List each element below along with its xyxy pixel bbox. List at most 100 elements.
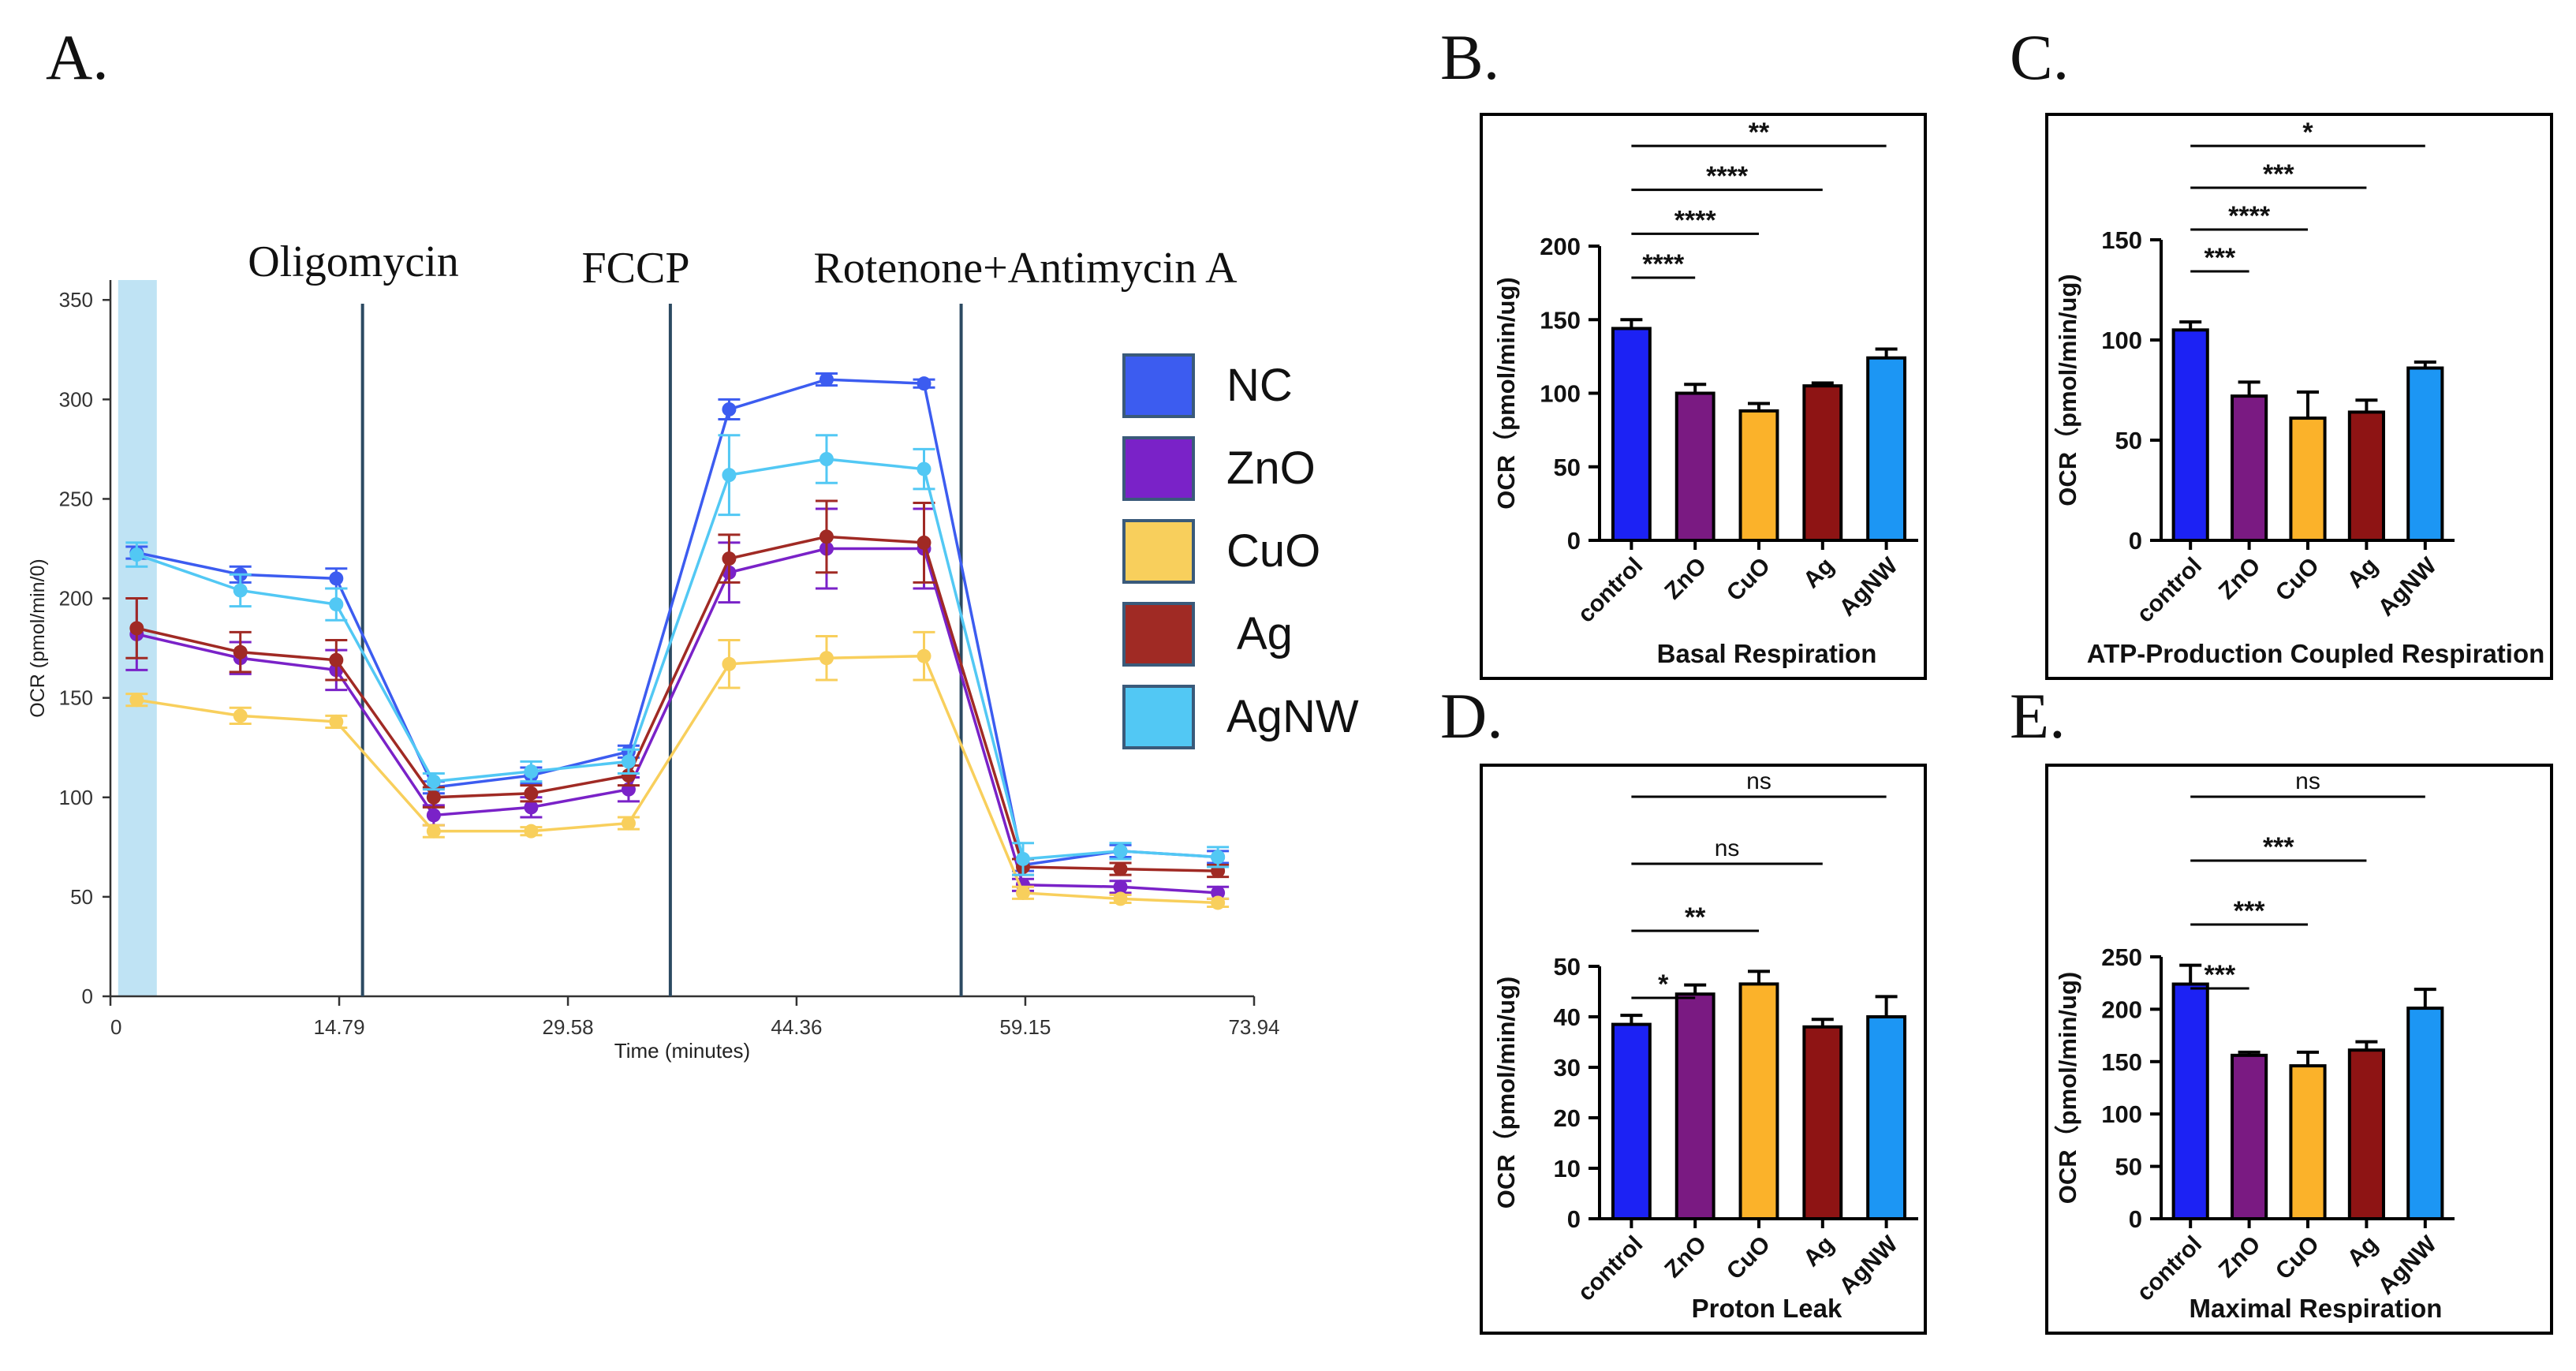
- y-tick-label: 100: [2101, 1100, 2142, 1128]
- y-tick-label: 150: [2101, 226, 2142, 254]
- x-tick-label: control: [2132, 553, 2207, 628]
- bar-cuo: [2289, 417, 2327, 542]
- y-tick-label: 0: [1567, 1205, 1581, 1233]
- injection-label: Rotenone+Antimycin A: [813, 244, 1238, 293]
- x-tick-label: Ag: [1798, 1231, 1839, 1272]
- x-tick-label: 59.15: [999, 1015, 1051, 1039]
- y-tick-label: 20: [1554, 1104, 1581, 1132]
- data-point: [524, 764, 539, 779]
- chart-title: Basal Respiration: [1657, 639, 1877, 668]
- x-tick-label: CuO: [1722, 553, 1775, 607]
- bar-ag: [2347, 1048, 2385, 1221]
- y-tick-label: 0: [82, 984, 93, 1008]
- panel-label-c: C.: [2010, 21, 2069, 93]
- y-tick-label: 200: [2101, 996, 2142, 1023]
- data-point: [621, 816, 636, 831]
- significance-label: *: [2302, 118, 2313, 148]
- data-point: [1211, 885, 1226, 900]
- y-axis-label: OCR (pmol/min/0): [27, 558, 49, 717]
- data-point: [722, 468, 737, 483]
- injection-label: Oligomycin: [248, 237, 459, 286]
- bar-agnw: [1866, 1015, 1907, 1220]
- data-point: [1211, 850, 1226, 865]
- bar-control: [2171, 982, 2209, 1220]
- series-agnw: [125, 434, 1230, 876]
- data-point: [329, 652, 344, 667]
- data-point: [621, 754, 636, 769]
- bar-cuo: [1738, 409, 1779, 542]
- y-tick-label: 50: [70, 885, 93, 909]
- series-line: [136, 378, 1219, 867]
- panel-frame: [1480, 113, 1927, 680]
- data-point: [233, 708, 248, 723]
- data-point: [819, 372, 834, 387]
- data-point: [129, 621, 144, 636]
- y-tick-label: 200: [1540, 233, 1581, 260]
- data-point: [722, 551, 737, 566]
- y-tick-label: 50: [1554, 953, 1581, 981]
- data-point: [1113, 843, 1128, 858]
- x-tick-label: Ag: [1798, 553, 1839, 594]
- y-axis-label: OCR（pmol/min/ug): [2054, 274, 2081, 506]
- bar-zno: [2231, 1053, 2268, 1221]
- chart-title: Proton Leak: [1692, 1294, 1842, 1323]
- significance-label: ***: [2205, 243, 2236, 273]
- data-point: [917, 376, 931, 391]
- x-axis-label: Time (minutes): [614, 1039, 750, 1063]
- bar-agnw: [2406, 366, 2444, 542]
- series-line: [136, 458, 1219, 861]
- y-tick-label: 10: [1554, 1155, 1581, 1182]
- x-tick-label: CuO: [1722, 1231, 1775, 1285]
- data-point: [426, 790, 441, 805]
- data-point: [524, 786, 539, 801]
- legend-label: NC: [1226, 360, 1293, 411]
- data-point: [1016, 885, 1031, 900]
- significance-label: ****: [1674, 205, 1717, 235]
- data-point: [329, 714, 344, 729]
- series-line: [136, 547, 1219, 895]
- y-tick-label: 100: [59, 786, 93, 809]
- y-tick-label: 300: [59, 387, 93, 411]
- data-point: [1113, 880, 1128, 895]
- data-point: [1113, 861, 1128, 876]
- data-point: [524, 800, 539, 815]
- legend-label: Ag: [1237, 608, 1293, 659]
- series-line: [136, 654, 1219, 905]
- injection-label: FCCP: [582, 244, 690, 293]
- data-point: [722, 656, 737, 671]
- panel-label-b: B.: [1440, 21, 1499, 93]
- bar-ag: [1802, 384, 1843, 542]
- data-point: [426, 774, 441, 789]
- x-tick-label: 29.58: [543, 1015, 594, 1039]
- legend: NC ZnO CuO Ag AgNW: [1122, 353, 1359, 749]
- significance-label: ****: [1642, 249, 1685, 279]
- x-tick-label: 0: [110, 1015, 121, 1039]
- x-tick-label: CuO: [2271, 553, 2324, 607]
- significance-label: ns: [2295, 768, 2320, 794]
- y-tick-label: 250: [2101, 943, 2142, 971]
- legend-swatch: [1122, 685, 1195, 749]
- x-tick-label: control: [1573, 553, 1648, 628]
- legend-label: CuO: [1226, 525, 1320, 577]
- series-ag: [125, 499, 1230, 879]
- data-point: [129, 547, 144, 562]
- y-tick-label: 40: [1554, 1003, 1581, 1031]
- data-point: [524, 824, 539, 839]
- panel-label-a: A.: [46, 21, 109, 93]
- x-tick-label: CuO: [2271, 1231, 2324, 1285]
- bar-control: [1611, 327, 1652, 542]
- data-point: [1016, 851, 1031, 866]
- panel-c: C. 0 50 100 150 OCR（pmol/min/ug) control ZnO CuO…: [2010, 21, 2553, 680]
- y-tick-label: 350: [59, 288, 93, 312]
- series-line: [136, 535, 1219, 872]
- y-tick-label: 150: [59, 686, 93, 710]
- y-tick-label: 150: [2101, 1048, 2142, 1076]
- data-point: [819, 651, 834, 666]
- y-axis-label: OCR（pmol/min/ug): [2054, 972, 2081, 1204]
- legend-swatch: [1122, 436, 1195, 501]
- x-tick-label: AgNW: [1835, 552, 1903, 621]
- x-tick-label: AgNW: [1835, 1231, 1903, 1299]
- significance-label: ****: [2228, 201, 2271, 231]
- x-tick-label: Ag: [2343, 553, 2384, 594]
- panel-label-e: E.: [2010, 680, 2066, 752]
